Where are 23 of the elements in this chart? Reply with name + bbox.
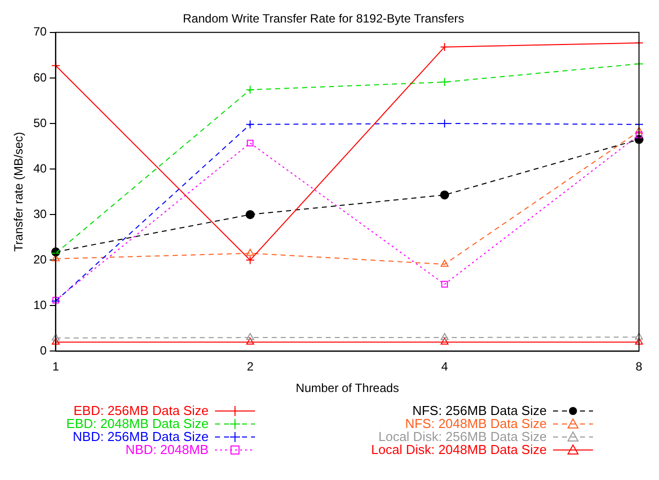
chart-title: Random Write Transfer Rate for 8192-Byte Transfers — [182, 12, 464, 26]
legend-label: NBD: 2048MB — [126, 442, 209, 457]
x-tick-label: 1 — [52, 360, 60, 374]
y-tick-label: 20 — [33, 252, 48, 266]
y-tick-label: 10 — [33, 298, 48, 312]
legend-label: NFS: 256MB Data Size — [412, 403, 547, 418]
legend-label: Local Disk: 2048MB Data Size — [371, 442, 547, 457]
legend-label: EBD: 256MB Data Size — [73, 403, 209, 418]
x-axis-title: Number of Threads — [296, 381, 399, 396]
y-tick-label: 30 — [33, 206, 48, 221]
legend-label: NFS: 2048MB Data Size — [405, 416, 547, 431]
legend-label: Local Disk: 256MB Data Size — [378, 429, 547, 444]
y-tick-label: 50 — [33, 116, 48, 130]
legend-label: EBD: 2048MB Data Size — [66, 416, 209, 431]
y-tick-label: 40 — [33, 161, 48, 176]
x-tick-label: 4 — [441, 360, 448, 374]
y-tick-label: 0 — [40, 344, 48, 358]
legend-label: NBD: 256MB Data Size — [72, 429, 209, 444]
y-axis-title: Transfer rate (MB/sec) — [12, 132, 26, 252]
y-tick-label: 70 — [33, 24, 48, 39]
y-tick-label: 60 — [33, 70, 48, 84]
x-tick-label: 8 — [636, 360, 643, 374]
x-tick-label: 2 — [246, 360, 254, 374]
